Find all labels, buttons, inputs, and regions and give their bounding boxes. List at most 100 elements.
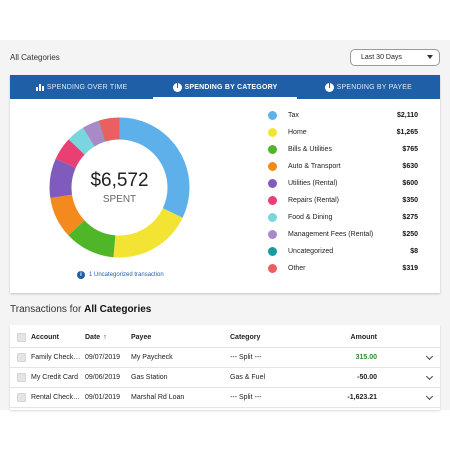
column-account[interactable]: Account: [31, 334, 59, 341]
legend-amount: $2,110: [396, 112, 418, 119]
legend-label: Bills & Utilities: [288, 146, 332, 153]
row-category: --- Split ---: [230, 394, 262, 401]
legend-item[interactable]: Bills & Utilities $765: [268, 141, 418, 158]
legend-item[interactable]: Tax $2,110: [268, 107, 418, 124]
table-row[interactable]: Rental Check… 09/01/2019 Marshal Rd Loan --…: [10, 388, 440, 408]
legend-label: Uncategorized: [288, 248, 334, 255]
category-donut-chart: [49, 117, 190, 258]
spending-tabs: SPENDING OVER TIME SPENDING BY CATEGORY …: [10, 75, 440, 99]
column-category[interactable]: Category: [230, 334, 261, 341]
select-all-checkbox[interactable]: [17, 333, 26, 342]
transactions-table: Account Date ↑ Payee Category Amount Fami…: [10, 325, 440, 410]
tab-spending-by-category[interactable]: SPENDING BY CATEGORY: [153, 75, 297, 99]
legend-amount: $630: [402, 163, 418, 170]
row-payee: Marshal Rd Loan: [131, 394, 185, 401]
tab-label: SPENDING OVER TIME: [46, 83, 128, 91]
uncategorized-link[interactable]: i 1 Uncategorized transaction: [77, 271, 164, 279]
transactions-title-scope: All Categories: [84, 304, 152, 315]
legend-swatch: [268, 145, 277, 154]
date-range-value: Last 30 Days: [361, 54, 402, 61]
row-checkbox[interactable]: [17, 393, 26, 402]
sort-up-icon: ↑: [103, 334, 107, 341]
legend-item[interactable]: Uncategorized $8: [268, 243, 418, 260]
legend-label: Other: [288, 265, 306, 272]
legend-swatch: [268, 213, 277, 222]
legend-label: Tax: [288, 112, 299, 119]
legend-swatch: [268, 247, 277, 256]
uncategorized-text: 1 Uncategorized transaction: [89, 272, 164, 278]
row-date: 09/07/2019: [85, 354, 121, 361]
row-date: 09/01/2019: [85, 394, 121, 401]
row-amount: 315.00: [355, 354, 377, 361]
legend-amount: $350: [402, 197, 418, 204]
column-date[interactable]: Date ↑: [85, 334, 107, 341]
table-row[interactable]: Family Check… 09/07/2019 My Paycheck --- Sp…: [10, 348, 440, 368]
transactions-title: Transactions for All Categories: [10, 304, 151, 315]
chevron-down-icon: [427, 55, 433, 59]
legend-swatch: [268, 264, 277, 273]
tab-spending-over-time[interactable]: SPENDING OVER TIME: [10, 75, 153, 99]
row-amount: -1,623.21: [347, 394, 377, 401]
legend-label: Food & Dining: [288, 214, 333, 221]
legend-item[interactable]: Other $319: [268, 260, 418, 277]
row-amount: -50.00: [357, 374, 377, 381]
info-icon: i: [77, 271, 85, 279]
donut-segment[interactable]: [49, 117, 190, 258]
donut-segment[interactable]: [49, 117, 190, 258]
legend-item[interactable]: Food & Dining $275: [268, 209, 418, 226]
legend-label: Auto & Transport: [288, 163, 341, 170]
legend-amount: $319: [402, 265, 418, 272]
legend-item[interactable]: Repairs (Rental) $350: [268, 192, 418, 209]
transactions-title-prefix: Transactions for: [10, 304, 82, 315]
legend-label: Repairs (Rental): [288, 197, 339, 204]
legend-swatch: [268, 111, 277, 120]
row-account: Rental Check…: [31, 394, 81, 401]
column-date-label: Date: [85, 334, 101, 341]
legend-label: Home: [288, 129, 307, 136]
legend-swatch: [268, 179, 277, 188]
row-category: --- Split ---: [230, 354, 262, 361]
row-date: 09/06/2019: [85, 374, 121, 381]
total-spent-amount: $6,572: [90, 170, 149, 191]
column-amount[interactable]: Amount: [350, 334, 377, 341]
row-category: Gas & Fuel: [230, 374, 266, 381]
legend-amount: $8: [410, 248, 418, 255]
legend-swatch: [268, 128, 277, 137]
legend-swatch: [268, 162, 277, 171]
legend-amount: $250: [402, 231, 418, 238]
tab-label: SPENDING BY CATEGORY: [184, 83, 278, 91]
chevron-down-icon[interactable]: [425, 352, 434, 360]
donut-segment[interactable]: [49, 117, 190, 258]
tab-label: SPENDING BY PAYEE: [336, 83, 412, 91]
category-legend: Tax $2,110 Home $1,265 Bills & Utilities $765…: [268, 107, 418, 277]
table-header: Account Date ↑ Payee Category Amount: [10, 328, 440, 348]
legend-label: Management Fees (Rental): [288, 231, 374, 238]
row-payee: Gas Station: [131, 374, 168, 381]
legend-swatch: [268, 230, 277, 239]
donut-center: $6,572 SPENT: [47, 115, 192, 260]
row-account: Family Check…: [31, 354, 81, 361]
chevron-down-icon[interactable]: [425, 372, 434, 380]
column-payee[interactable]: Payee: [131, 334, 152, 341]
date-range-select[interactable]: Last 30 Days: [350, 49, 440, 66]
pie-chart-icon: [172, 82, 182, 92]
scope-label: All Categories: [10, 53, 60, 62]
total-spent-label: SPENT: [102, 194, 137, 205]
legend-swatch: [268, 196, 277, 205]
row-payee: My Paycheck: [131, 354, 173, 361]
tab-spending-by-payee[interactable]: SPENDING BY PAYEE: [297, 75, 440, 99]
legend-item[interactable]: Home $1,265: [268, 124, 418, 141]
spending-card: SPENDING OVER TIME SPENDING BY CATEGORY …: [10, 75, 440, 293]
legend-amount: $1,265: [396, 129, 418, 136]
pie-chart-icon: [324, 82, 334, 92]
chevron-down-icon[interactable]: [425, 392, 434, 400]
row-checkbox[interactable]: [17, 353, 26, 362]
table-row[interactable]: My Credit Card 09/06/2019 Gas Station Gas &…: [10, 368, 440, 388]
row-account: My Credit Card: [31, 374, 79, 381]
legend-item[interactable]: Utilities (Rental) $600: [268, 175, 418, 192]
legend-item[interactable]: Auto & Transport $630: [268, 158, 418, 175]
legend-label: Utilities (Rental): [288, 180, 338, 187]
row-checkbox[interactable]: [17, 373, 26, 382]
legend-item[interactable]: Management Fees (Rental) $250: [268, 226, 418, 243]
legend-amount: $600: [402, 180, 418, 187]
